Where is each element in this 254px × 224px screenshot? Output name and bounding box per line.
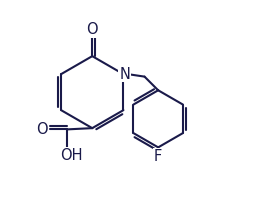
Text: N: N xyxy=(119,67,130,82)
Text: O: O xyxy=(86,22,98,37)
Text: F: F xyxy=(154,149,162,164)
Text: OH: OH xyxy=(60,148,82,163)
Text: O: O xyxy=(36,122,48,137)
